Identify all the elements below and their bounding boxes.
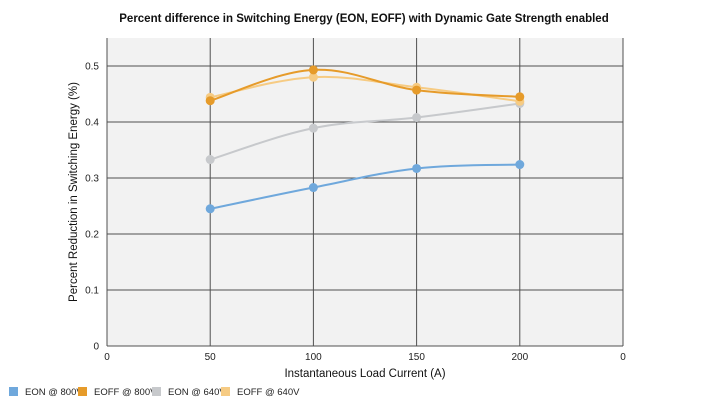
legend-swatch xyxy=(152,387,161,396)
y-axis-label: Percent Reduction in Switching Energy (%… xyxy=(68,82,80,302)
series-line xyxy=(209,102,520,161)
y-axis-ticks: 0 0.1 0.2 0.3 0.4 0.5 xyxy=(85,62,99,353)
data-point xyxy=(412,163,422,173)
x-axis-label: Instantaneous Load Current (A) xyxy=(284,368,445,380)
y-tick-label: 0.1 xyxy=(85,286,99,297)
data-point xyxy=(412,85,422,95)
data-point xyxy=(205,96,215,106)
legend-label: EON @ 640V xyxy=(168,387,226,398)
data-point xyxy=(412,113,422,123)
chart-title: Percent difference in Switching Energy (… xyxy=(119,13,608,25)
x-axis-ticks: 0 50 100 150 200 0 xyxy=(104,352,626,363)
series-layer xyxy=(205,65,525,214)
series-1 xyxy=(205,65,525,106)
series-line xyxy=(209,163,520,210)
legend: EON @ 800V EOFF @ 800V EON @ 640V EOFF @ 64… xyxy=(9,387,300,398)
data-point xyxy=(308,72,318,82)
y-tick-label: 0.5 xyxy=(85,62,99,73)
data-point xyxy=(205,155,215,165)
plot-area xyxy=(107,38,623,346)
data-point xyxy=(205,204,215,214)
legend-label: EOFF @ 640V xyxy=(237,387,300,398)
legend-item: EON @ 800V xyxy=(9,387,83,398)
x-tick-label: 200 xyxy=(511,352,528,363)
x-tick-label: 50 xyxy=(205,352,217,363)
x-tick-label: 0 xyxy=(620,352,626,363)
legend-item: EON @ 640V xyxy=(152,387,226,398)
data-point xyxy=(308,65,318,75)
legend-item: EOFF @ 640V xyxy=(221,387,300,398)
y-tick-label: 0.2 xyxy=(85,230,99,241)
x-tick-label: 150 xyxy=(408,352,425,363)
y-tick-label: 0.3 xyxy=(85,174,99,185)
x-tick-label: 100 xyxy=(305,352,322,363)
data-point xyxy=(308,123,318,133)
y-tick-label: 0.4 xyxy=(85,118,99,129)
series-0 xyxy=(205,160,525,214)
data-point xyxy=(515,160,525,170)
legend-swatch xyxy=(9,387,18,396)
data-point xyxy=(308,183,318,193)
legend-swatch xyxy=(78,387,87,396)
legend-swatch xyxy=(221,387,230,396)
y-tick-label: 0 xyxy=(93,342,99,353)
legend-label: EON @ 800V xyxy=(25,387,83,398)
series-line xyxy=(209,68,520,102)
legend-label: EOFF @ 800V xyxy=(94,387,157,398)
data-point xyxy=(515,92,525,102)
legend-item: EOFF @ 800V xyxy=(78,387,157,398)
x-tick-label: 0 xyxy=(104,352,110,363)
